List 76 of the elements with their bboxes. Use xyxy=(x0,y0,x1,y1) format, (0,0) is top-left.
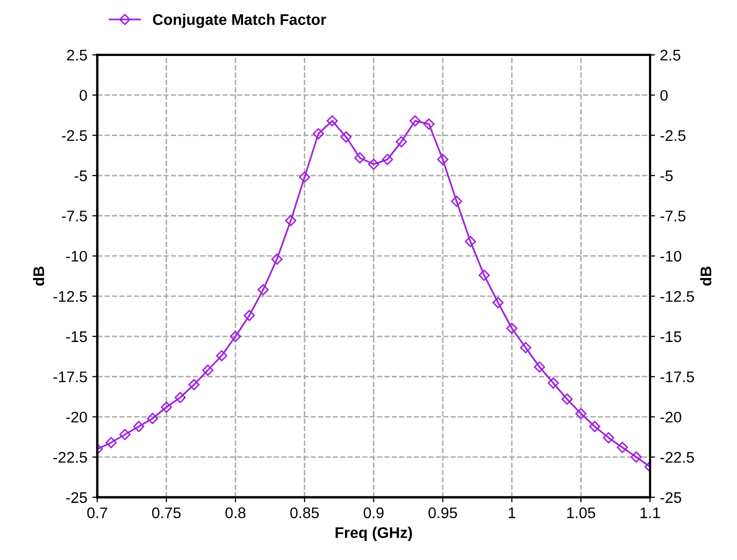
point xyxy=(174,392,186,404)
point xyxy=(188,379,200,390)
point xyxy=(396,136,407,148)
y-axis-title: dB xyxy=(32,266,44,286)
point xyxy=(450,196,462,207)
point xyxy=(326,115,338,126)
y2-tick-label: -20 xyxy=(660,412,682,423)
point xyxy=(423,118,435,130)
point xyxy=(105,436,117,448)
x-tick-label: 0.7 xyxy=(87,507,108,518)
y-tick-label: -12.5 xyxy=(53,291,87,302)
y-tick-label: -25 xyxy=(66,492,87,503)
y-tick-label: -22.5 xyxy=(53,452,87,463)
y2-tick-label: -2.5 xyxy=(660,130,686,142)
point xyxy=(368,158,380,170)
point xyxy=(410,115,421,126)
point xyxy=(437,154,448,166)
point xyxy=(589,420,600,432)
y-tick-label: -2.5 xyxy=(62,130,87,142)
point xyxy=(271,254,283,265)
y2-tick-label: -5 xyxy=(660,170,673,182)
point xyxy=(354,152,366,164)
y2-tick-label: -25 xyxy=(660,492,682,503)
x-tick-label: 1.05 xyxy=(567,507,596,518)
point xyxy=(575,408,587,420)
y2-tick-label: -15 xyxy=(660,331,682,342)
x-tick-label: 0.8 xyxy=(225,507,246,518)
x-tick-label: 0.85 xyxy=(290,507,319,518)
point xyxy=(133,420,144,432)
point xyxy=(562,394,573,405)
y-tick-label: -20 xyxy=(66,412,87,423)
y2-axis-title: dB xyxy=(700,266,712,286)
point xyxy=(312,128,324,140)
y-tick-label: -17.5 xyxy=(53,372,87,382)
point xyxy=(216,350,228,362)
point xyxy=(506,322,518,334)
y-tick-label: -15 xyxy=(66,331,87,342)
point xyxy=(340,131,352,143)
x-tick-label: 0.75 xyxy=(152,507,181,518)
y-tick-label: 2.5 xyxy=(67,50,87,61)
point xyxy=(630,451,642,463)
point xyxy=(492,297,504,308)
point xyxy=(478,270,490,281)
point xyxy=(146,412,158,424)
point xyxy=(160,402,172,413)
x-tick-label: 0.9 xyxy=(364,507,384,518)
y2-tick-label: 2.5 xyxy=(660,50,680,61)
point xyxy=(285,214,296,226)
point xyxy=(258,284,269,296)
point xyxy=(119,428,131,440)
y-tick-label: 0 xyxy=(80,90,87,101)
y-tick-label: -7.5 xyxy=(62,210,87,222)
y2-tick-label: -10 xyxy=(660,250,682,262)
x-tick-label: 1 xyxy=(508,508,516,518)
point xyxy=(464,236,476,248)
y2-tick-label: -17.5 xyxy=(660,372,694,382)
point xyxy=(616,442,628,454)
point xyxy=(602,432,614,444)
point xyxy=(202,364,214,376)
point xyxy=(520,342,532,354)
legend-label: Conjugate Match Factor xyxy=(152,14,326,28)
point xyxy=(534,361,546,373)
point xyxy=(244,310,255,322)
y2-tick-label: -7.5 xyxy=(660,210,686,222)
x-tick-label: 0.95 xyxy=(428,507,457,518)
point xyxy=(230,330,242,342)
x-axis-title: Freq (GHz) xyxy=(336,526,412,542)
y-tick-label: -5 xyxy=(74,170,87,182)
y2-tick-label: -12.5 xyxy=(660,291,694,302)
point xyxy=(382,154,394,166)
point xyxy=(298,172,310,183)
y2-tick-label: 0 xyxy=(660,90,668,101)
y2-tick-label: -22.5 xyxy=(660,452,694,463)
y-tick-label: -10 xyxy=(66,250,87,262)
point xyxy=(548,377,559,389)
x-tick-label: 1.1 xyxy=(640,508,660,518)
